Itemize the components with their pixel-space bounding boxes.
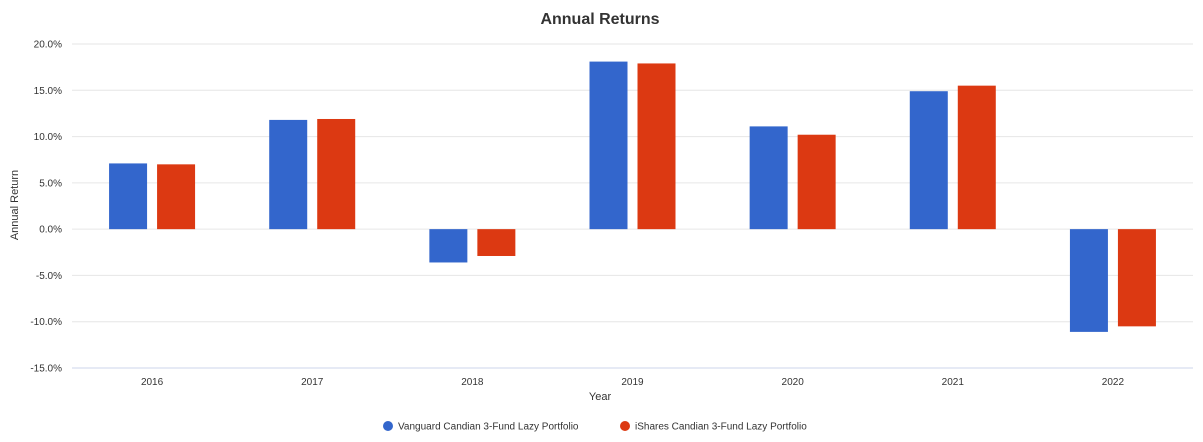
bar-vanguard-2022[interactable] <box>1069 229 1108 332</box>
bar-vanguard-2016[interactable] <box>109 163 148 230</box>
y-tick-label: 5.0% <box>39 178 62 189</box>
chart-title: Annual Returns <box>540 11 659 28</box>
y-tick-label: -5.0% <box>36 271 62 282</box>
bar-ishares-2018[interactable] <box>477 229 516 256</box>
legend-item-label[interactable]: iShares Candian 3-Fund Lazy Portfolio <box>635 422 807 433</box>
x-tick-label: 2021 <box>942 377 965 388</box>
y-tick-label: 20.0% <box>34 40 62 51</box>
bar-vanguard-2017[interactable] <box>269 119 308 230</box>
y-axis-label: Annual Return <box>9 170 21 240</box>
x-tick-label: 2019 <box>621 377 644 388</box>
bar-vanguard-2020[interactable] <box>749 126 788 230</box>
x-tick-label: 2018 <box>461 377 484 388</box>
bar-vanguard-2018[interactable] <box>429 229 468 263</box>
bars <box>109 61 1156 332</box>
x-tick-label: 2020 <box>782 377 805 388</box>
y-axis-ticks: 20.0% 15.0% 10.0% 5.0% 0.0% -5.0% -10.0% -15.0% <box>30 40 62 375</box>
x-axis-ticks: 2016 2017 2018 2019 2020 2021 2022 <box>141 377 1125 388</box>
y-tick-label: -10.0% <box>30 317 62 328</box>
bar-ishares-2021[interactable] <box>957 85 996 230</box>
gridlines <box>72 43 1193 323</box>
legend-marker <box>383 421 393 431</box>
x-tick-label: 2022 <box>1102 377 1125 388</box>
bar-ishares-2019[interactable] <box>637 63 676 230</box>
x-tick-label: 2017 <box>301 377 324 388</box>
y-tick-label: 0.0% <box>39 225 62 236</box>
x-axis-label: Year <box>589 391 612 403</box>
bar-ishares-2016[interactable] <box>157 164 196 230</box>
y-tick-label: 15.0% <box>34 86 62 97</box>
legend-marker <box>620 421 630 431</box>
y-tick-label: 10.0% <box>34 132 62 143</box>
x-tick-label: 2016 <box>141 377 164 388</box>
y-tick-label: -15.0% <box>30 364 62 375</box>
legend: Vanguard Candian 3-Fund Lazy Portfolio iS… <box>383 421 807 433</box>
legend-item-label[interactable]: Vanguard Candian 3-Fund Lazy Portfolio <box>398 422 579 433</box>
bar-vanguard-2019[interactable] <box>589 61 628 230</box>
bar-vanguard-2021[interactable] <box>909 91 948 230</box>
bar-ishares-2022[interactable] <box>1117 229 1156 327</box>
bar-ishares-2020[interactable] <box>797 134 836 230</box>
bar-ishares-2017[interactable] <box>317 118 356 230</box>
